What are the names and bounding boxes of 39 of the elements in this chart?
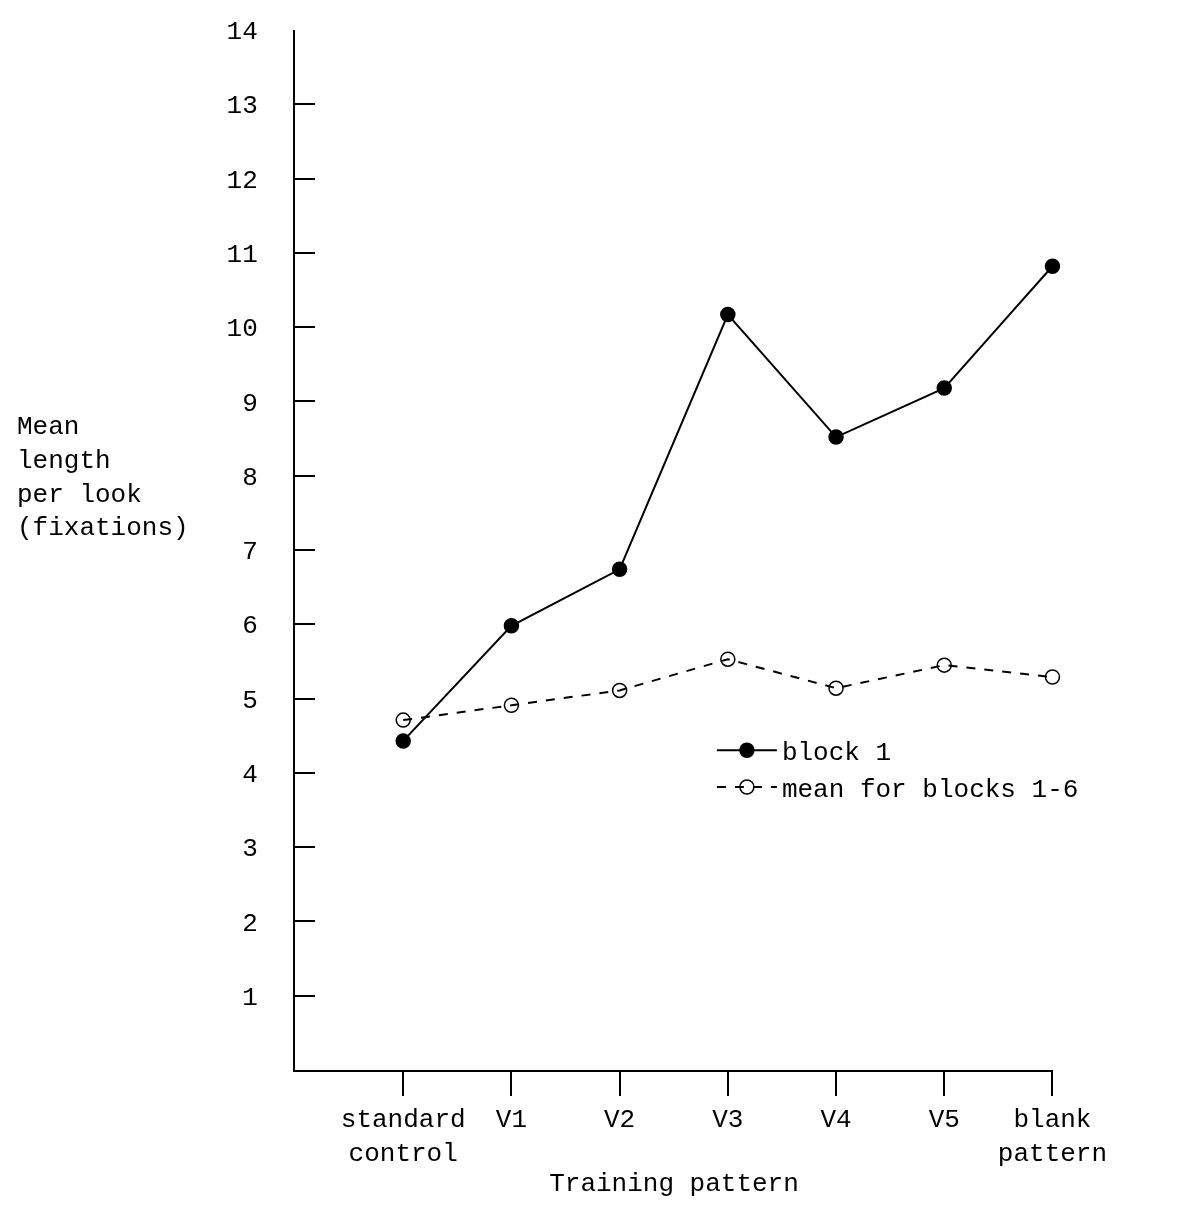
y-tick-label: 12 (226, 165, 258, 196)
point (720, 306, 736, 323)
y-tick-label: 7 (242, 537, 258, 568)
y-tick-label: 14 (226, 17, 258, 48)
x-tick-label: blank pattern (997, 1105, 1108, 1169)
y-tick-label: 8 (242, 462, 258, 493)
x-tick-label: V2 (604, 1105, 636, 1136)
point (936, 657, 952, 673)
point (720, 651, 736, 667)
y-axis-title: Mean length per look (fixations) (17, 412, 189, 544)
point (503, 697, 520, 713)
point (828, 680, 844, 696)
point (395, 733, 411, 749)
y-tick-label: 4 (242, 759, 258, 790)
y-tick-label: 2 (242, 908, 258, 939)
point (395, 712, 411, 728)
y-tick-label: 1 (242, 982, 258, 1013)
point (828, 429, 844, 445)
x-tick-label: V5 (928, 1105, 960, 1136)
x-tick-label: standard control (340, 1105, 466, 1169)
y-tick-label: 9 (242, 388, 258, 419)
legend-label: mean for blocks 1-6 (781, 775, 1079, 806)
point (611, 682, 628, 699)
point (1044, 258, 1061, 274)
point (1044, 669, 1061, 685)
x-tick-label: V1 (495, 1105, 528, 1136)
point (936, 380, 952, 396)
y-tick-label: 11 (226, 239, 258, 270)
y-tick-label: 3 (242, 834, 258, 865)
y-tick-label: 5 (242, 685, 258, 716)
x-tick-label: V4 (820, 1105, 852, 1136)
legend-label: block 1 (781, 738, 892, 769)
y-tick-label: 10 (226, 314, 258, 345)
point (611, 561, 628, 578)
y-tick-label: 6 (242, 611, 258, 642)
y-tick-label: 13 (226, 91, 258, 122)
x-tick-label: V3 (712, 1105, 744, 1136)
point (503, 618, 520, 634)
x-axis-title: Training pattern (549, 1169, 799, 1200)
